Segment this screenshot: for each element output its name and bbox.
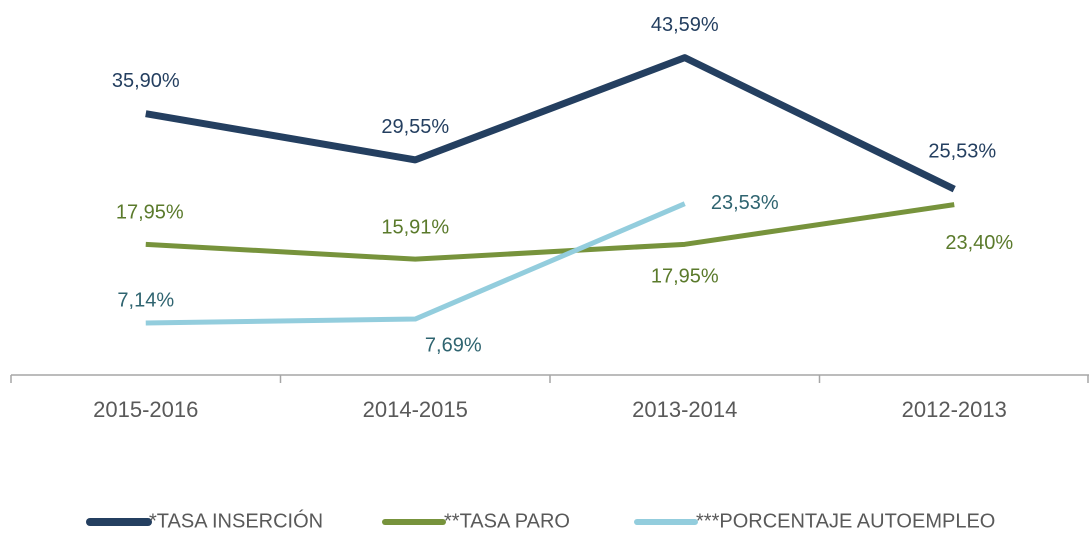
series-line xyxy=(145,202,955,262)
data-label: 25,53% xyxy=(928,140,996,162)
data-label: 17,95% xyxy=(651,266,719,288)
data-label: 23,40% xyxy=(945,232,1013,254)
data-label: 29,55% xyxy=(381,116,449,138)
data-label: 15,91% xyxy=(381,216,449,238)
data-label: 35,90% xyxy=(112,70,180,92)
data-label: 7,69% xyxy=(425,334,482,356)
x-tick-label: 2012-2013 xyxy=(902,397,1007,422)
legend-label: ***PORCENTAJE AUTOEMPLEO xyxy=(696,510,995,532)
data-label: 23,53% xyxy=(711,192,779,214)
x-tick-label: 2014-2015 xyxy=(363,397,468,422)
x-tick-label: 2015-2016 xyxy=(93,397,198,422)
data-label: 17,95% xyxy=(116,202,184,224)
data-label: 7,14% xyxy=(117,289,174,311)
x-tick-label: 2013-2014 xyxy=(632,397,737,422)
legend-label: **TASA PARO xyxy=(444,510,570,532)
data-label: 43,59% xyxy=(651,14,719,36)
legend-label: *TASA INSERCIÓN xyxy=(149,509,323,532)
series-line xyxy=(145,54,956,193)
series-line xyxy=(145,201,686,326)
